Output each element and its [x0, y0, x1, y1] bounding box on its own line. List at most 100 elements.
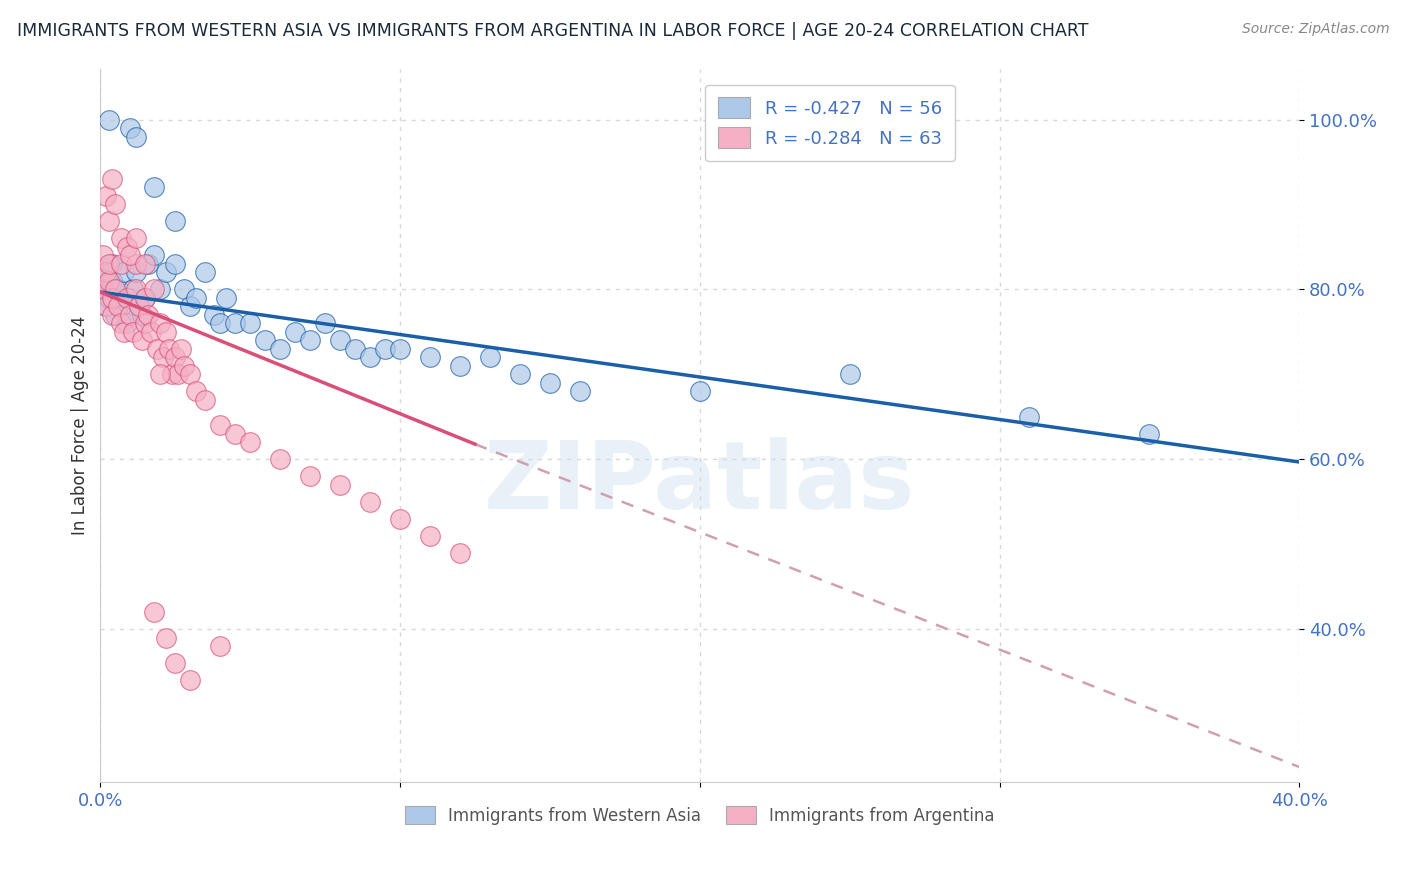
- Point: [1018, 409, 1040, 424]
- Point: [122, 283, 145, 297]
- Point: [1137, 426, 1160, 441]
- Point: [112, 325, 135, 339]
- Point: [110, 257, 132, 271]
- Point: [110, 231, 132, 245]
- Point: [838, 368, 860, 382]
- Point: [149, 317, 172, 331]
- Point: [120, 308, 142, 322]
- Point: [389, 512, 412, 526]
- Point: [107, 300, 129, 314]
- Point: [359, 495, 381, 509]
- Point: [419, 351, 441, 365]
- Point: [96, 300, 118, 314]
- Point: [179, 368, 201, 382]
- Point: [155, 631, 177, 645]
- Point: [136, 257, 159, 271]
- Point: [149, 368, 172, 382]
- Point: [224, 426, 246, 441]
- Point: [96, 189, 118, 203]
- Point: [165, 657, 187, 671]
- Point: [117, 240, 139, 254]
- Point: [284, 325, 307, 339]
- Point: [125, 129, 148, 144]
- Point: [96, 265, 118, 279]
- Point: [162, 368, 184, 382]
- Point: [344, 342, 367, 356]
- Point: [689, 384, 711, 399]
- Point: [478, 351, 501, 365]
- Point: [98, 112, 121, 127]
- Point: [224, 317, 246, 331]
- Point: [186, 384, 208, 399]
- Point: [134, 291, 156, 305]
- Point: [167, 368, 190, 382]
- Point: [98, 214, 121, 228]
- Point: [96, 265, 118, 279]
- Point: [98, 291, 121, 305]
- Point: [179, 300, 201, 314]
- Text: Source: ZipAtlas.com: Source: ZipAtlas.com: [1241, 22, 1389, 37]
- Point: [269, 342, 291, 356]
- Point: [125, 257, 148, 271]
- Point: [112, 265, 135, 279]
- Point: [239, 317, 262, 331]
- Point: [120, 291, 142, 305]
- Point: [269, 452, 291, 467]
- Point: [157, 342, 180, 356]
- Point: [107, 283, 129, 297]
- Point: [194, 392, 217, 407]
- Point: [131, 308, 153, 322]
- Point: [143, 283, 166, 297]
- Point: [117, 291, 139, 305]
- Point: [215, 291, 238, 305]
- Point: [134, 257, 156, 271]
- Point: [419, 529, 441, 543]
- Point: [101, 308, 124, 322]
- Point: [143, 248, 166, 262]
- Point: [299, 469, 322, 483]
- Point: [134, 291, 156, 305]
- Point: [101, 172, 124, 186]
- Point: [179, 673, 201, 688]
- Point: [125, 283, 148, 297]
- Point: [509, 368, 531, 382]
- Point: [117, 317, 139, 331]
- Point: [374, 342, 396, 356]
- Point: [209, 317, 232, 331]
- Point: [134, 317, 156, 331]
- Point: [202, 308, 225, 322]
- Point: [143, 606, 166, 620]
- Point: [254, 334, 277, 348]
- Point: [449, 359, 471, 373]
- Point: [329, 478, 352, 492]
- Point: [314, 317, 336, 331]
- Point: [141, 325, 163, 339]
- Point: [173, 359, 195, 373]
- Point: [136, 308, 159, 322]
- Point: [568, 384, 591, 399]
- Point: [96, 300, 118, 314]
- Point: [209, 418, 232, 433]
- Point: [128, 300, 150, 314]
- Point: [93, 283, 115, 297]
- Y-axis label: In Labor Force | Age 20-24: In Labor Force | Age 20-24: [72, 316, 89, 535]
- Point: [389, 342, 412, 356]
- Point: [93, 283, 115, 297]
- Point: [359, 351, 381, 365]
- Point: [93, 248, 115, 262]
- Point: [110, 317, 132, 331]
- Point: [104, 197, 127, 211]
- Point: [120, 121, 142, 136]
- Point: [122, 325, 145, 339]
- Point: [98, 274, 121, 288]
- Point: [155, 265, 177, 279]
- Point: [128, 300, 150, 314]
- Point: [101, 274, 124, 288]
- Text: ZIPatlas: ZIPatlas: [484, 436, 915, 529]
- Point: [120, 248, 142, 262]
- Point: [209, 640, 232, 654]
- Point: [104, 308, 127, 322]
- Legend: Immigrants from Western Asia, Immigrants from Argentina: Immigrants from Western Asia, Immigrants…: [395, 796, 1005, 835]
- Point: [449, 546, 471, 560]
- Point: [110, 300, 132, 314]
